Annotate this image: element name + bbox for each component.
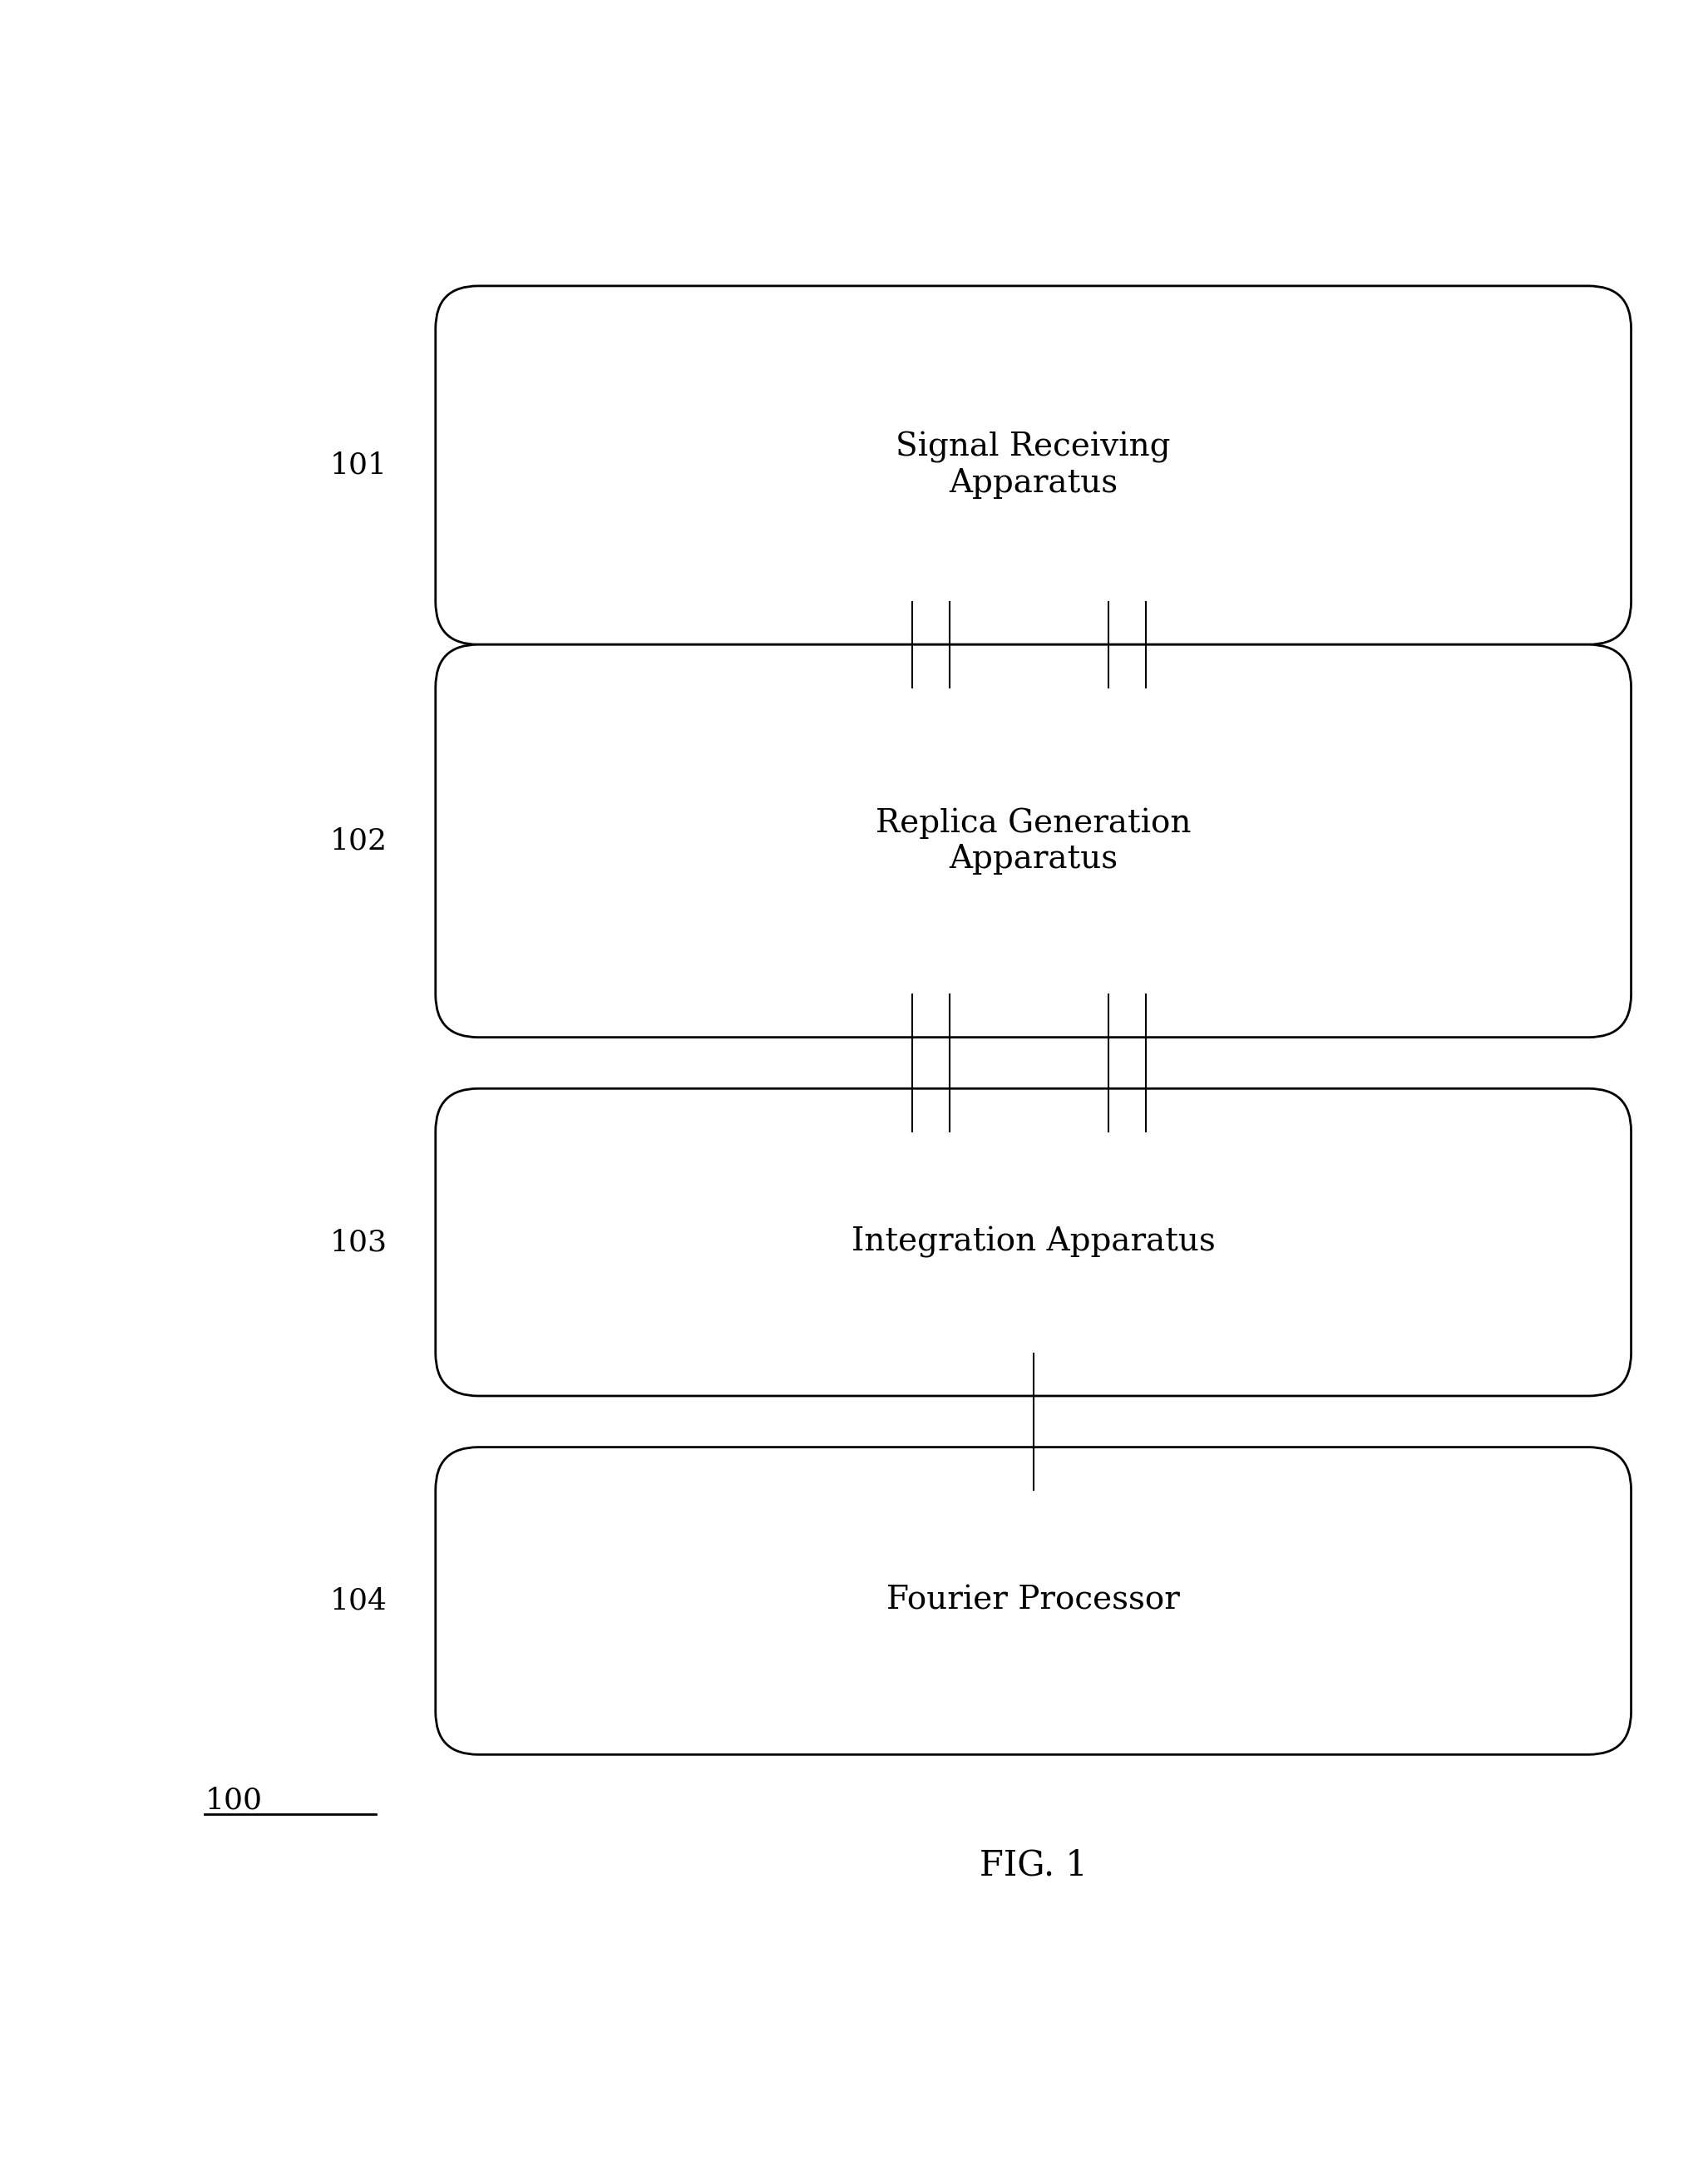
FancyBboxPatch shape (436, 285, 1631, 644)
FancyBboxPatch shape (436, 1089, 1631, 1395)
Text: Replica Generation
Apparatus: Replica Generation Apparatus (876, 808, 1190, 875)
FancyBboxPatch shape (436, 1447, 1631, 1754)
Text: 102: 102 (330, 827, 388, 855)
Text: 104: 104 (330, 1588, 388, 1616)
Text: Signal Receiving
Apparatus: Signal Receiving Apparatus (897, 432, 1170, 499)
Text: FIG. 1: FIG. 1 (979, 1847, 1088, 1884)
FancyBboxPatch shape (436, 644, 1631, 1037)
Text: 101: 101 (330, 451, 388, 480)
Text: 103: 103 (330, 1229, 388, 1257)
Text: Integration Apparatus: Integration Apparatus (851, 1227, 1216, 1257)
Text: Fourier Processor: Fourier Processor (886, 1585, 1180, 1616)
Text: 100: 100 (205, 1786, 263, 1814)
